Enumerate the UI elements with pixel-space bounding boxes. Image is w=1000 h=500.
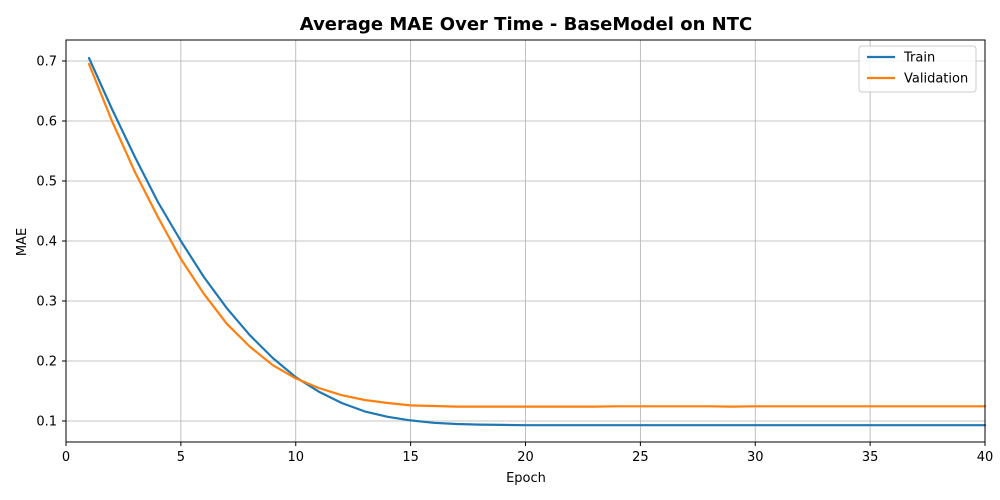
x-tick-label: 15 — [402, 450, 419, 465]
y-tick-label: 0.5 — [36, 175, 57, 190]
y-tick-label: 0.1 — [36, 415, 57, 430]
series-line-train — [87, 56, 987, 427]
x-axis-label: Epoch — [506, 471, 546, 486]
y-tick-label: 0.6 — [36, 115, 57, 130]
x-axis: 0 5 10 15 20 25 30 35 40 — [62, 442, 993, 465]
y-tick-label: 0.4 — [36, 235, 57, 250]
x-tick-label: 5 — [177, 450, 185, 465]
series-layer — [87, 56, 987, 427]
legend-label-train: Train — [903, 51, 935, 66]
x-tick-label: 35 — [862, 450, 879, 465]
chart-title: Average MAE Over Time - BaseModel on NTC — [300, 14, 752, 35]
legend-label-validation: Validation — [904, 72, 968, 87]
x-tick-label: 25 — [632, 450, 649, 465]
x-tick-label: 10 — [287, 450, 304, 465]
y-axis: 0.1 0.2 0.3 0.4 0.5 0.6 0.7 — [36, 55, 66, 430]
x-tick-label: 30 — [747, 450, 764, 465]
x-tick-label: 40 — [977, 450, 994, 465]
y-tick-label: 0.3 — [36, 295, 57, 310]
y-tick-label: 0.2 — [36, 355, 57, 370]
y-tick-label: 0.7 — [36, 55, 57, 70]
series-line-validation — [87, 62, 987, 408]
legend: Train Validation — [858, 45, 977, 93]
x-tick-label: 0 — [62, 450, 70, 465]
y-axis-label: MAE — [15, 228, 30, 256]
x-tick-label: 20 — [517, 450, 534, 465]
